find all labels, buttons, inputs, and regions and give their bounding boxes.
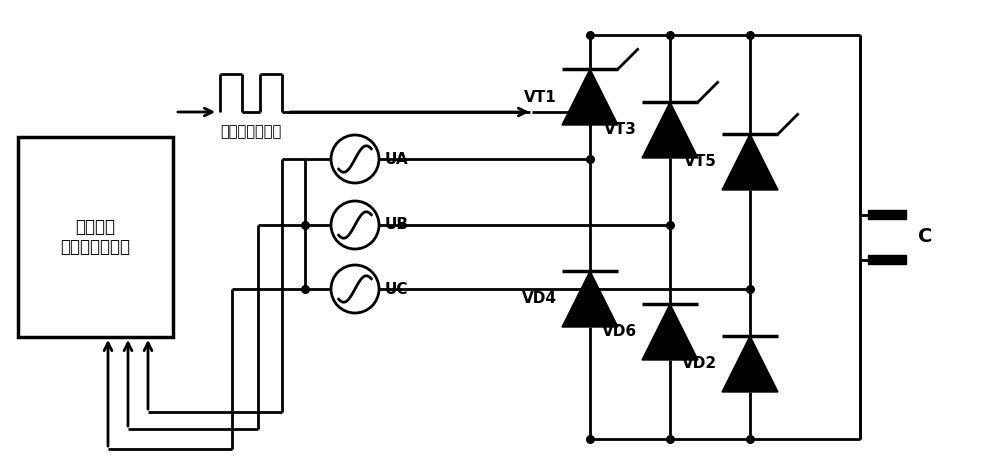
Text: 三相桥式
半控整流触发器: 三相桥式 半控整流触发器 [60, 218, 130, 256]
FancyBboxPatch shape [18, 137, 173, 337]
Text: 晶闸管触发脉冲: 晶闸管触发脉冲 [220, 124, 282, 139]
Polygon shape [722, 134, 778, 190]
Text: UB: UB [385, 218, 409, 233]
Text: VD6: VD6 [602, 325, 637, 340]
Polygon shape [562, 271, 618, 327]
Polygon shape [642, 304, 698, 360]
Polygon shape [642, 102, 698, 158]
Text: VT5: VT5 [684, 155, 717, 170]
Text: VT1: VT1 [524, 90, 557, 105]
Polygon shape [868, 255, 906, 264]
Text: C: C [918, 227, 932, 247]
Text: VD2: VD2 [682, 356, 717, 372]
Polygon shape [722, 336, 778, 392]
Polygon shape [868, 210, 906, 219]
Text: UC: UC [385, 282, 409, 297]
Text: VT3: VT3 [604, 122, 637, 137]
Text: UA: UA [385, 151, 409, 167]
Polygon shape [562, 69, 618, 125]
Text: VD4: VD4 [522, 291, 557, 306]
